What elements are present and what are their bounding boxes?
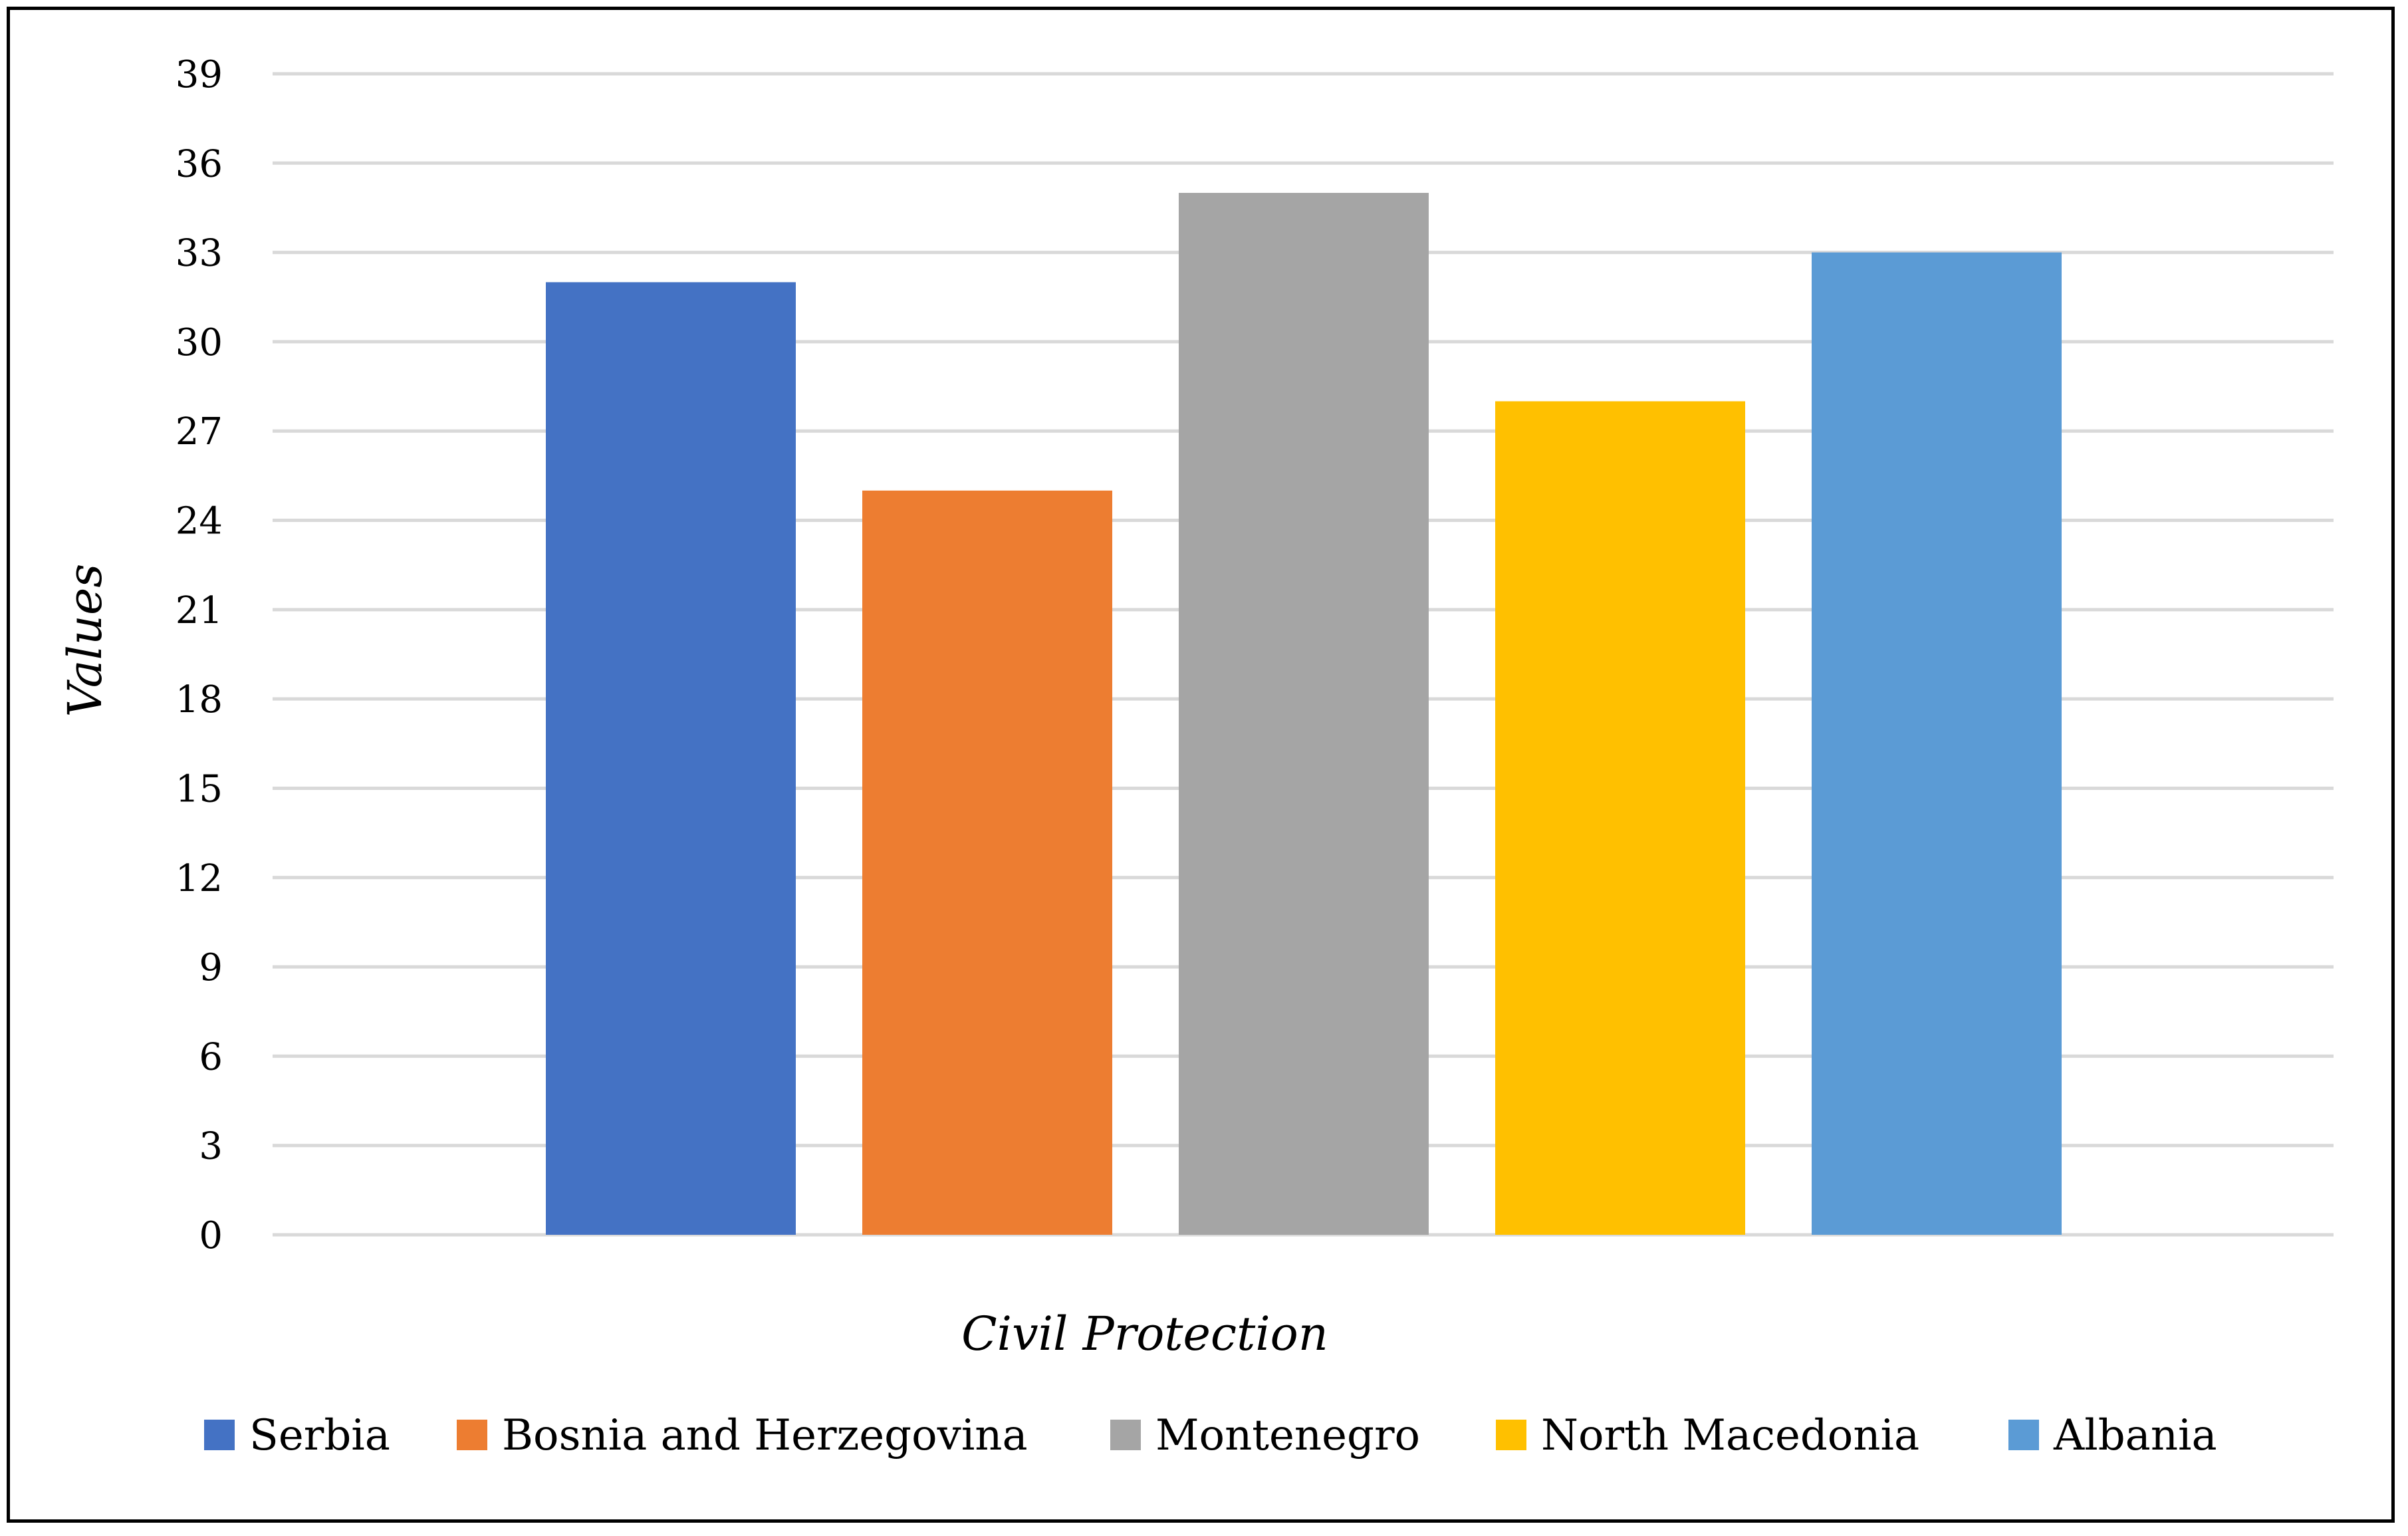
legend-label: Montenegro (1155, 1411, 1420, 1460)
y-tick-label: 12 (176, 857, 223, 900)
y-tick-label: 30 (176, 321, 223, 364)
x-axis-title: Civil Protection (961, 1307, 1328, 1361)
y-tick-label: 6 (199, 1035, 223, 1079)
legend-item: Montenegro (1110, 1411, 1420, 1460)
y-tick-label: 0 (199, 1214, 223, 1257)
y-tick-label: 9 (199, 946, 223, 989)
legend-label: Serbia (249, 1411, 390, 1460)
legend: Serbia Bosnia and Herzegovina Montenegro No… (204, 1411, 2217, 1460)
legend-item: Albania (2008, 1411, 2217, 1460)
legend-label: Bosnia and Herzegovina (502, 1411, 1028, 1460)
legend-swatch (1496, 1420, 1526, 1450)
y-tick-label: 39 (176, 53, 223, 96)
legend-swatch (2008, 1420, 2039, 1450)
legend-item: North Macedonia (1496, 1411, 1919, 1460)
bar-serbia (546, 282, 796, 1235)
legend-label: Albania (2053, 1411, 2217, 1460)
legend-label: North Macedonia (1541, 1411, 1919, 1460)
legend-swatch (1110, 1420, 1141, 1450)
legend-item: Serbia (204, 1411, 390, 1460)
y-tick-label: 24 (176, 500, 223, 543)
legend-swatch (457, 1420, 487, 1450)
bar-montenegro (1179, 193, 1429, 1235)
y-tick-label: 21 (176, 589, 223, 632)
y-tick-label: 3 (199, 1125, 223, 1168)
legend-item: Bosnia and Herzegovina (457, 1411, 1028, 1460)
y-tick-label: 33 (176, 232, 223, 275)
y-tick-label: 15 (176, 767, 223, 811)
bar-north-macedonia (1495, 401, 1745, 1235)
y-tick-label: 36 (176, 142, 223, 186)
bar-albania (1812, 252, 2062, 1235)
bars (546, 193, 2062, 1235)
legend-swatch (204, 1420, 235, 1450)
y-tick-label: 27 (176, 410, 223, 453)
y-axis-title: Values (58, 564, 112, 717)
bar-bosnia-and-herzegovina (862, 490, 1112, 1235)
y-tick-label: 18 (176, 678, 223, 721)
